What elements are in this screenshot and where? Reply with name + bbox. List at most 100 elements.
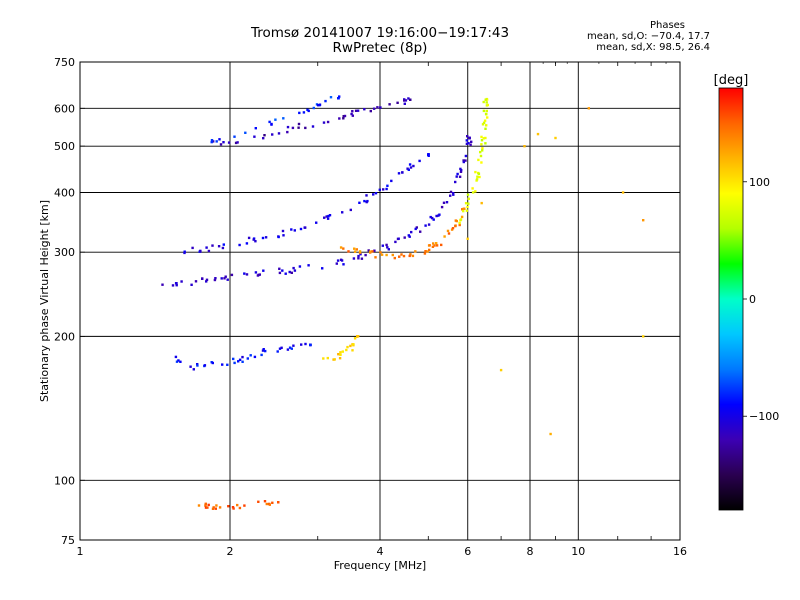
data-point xyxy=(277,501,280,504)
data-point xyxy=(161,283,164,286)
data-point xyxy=(454,219,457,222)
data-point xyxy=(309,343,312,347)
data-point xyxy=(379,251,382,254)
data-point xyxy=(260,353,263,357)
data-point xyxy=(261,349,265,352)
data-point xyxy=(407,234,410,237)
data-point xyxy=(233,361,236,365)
data-point xyxy=(401,171,404,174)
data-point xyxy=(385,187,388,191)
data-point xyxy=(475,178,479,181)
data-point xyxy=(447,232,451,235)
x-tick-label: 2 xyxy=(227,545,234,558)
data-point xyxy=(394,240,397,244)
data-point xyxy=(241,355,244,359)
data-point xyxy=(385,253,388,257)
data-point xyxy=(462,207,466,210)
data-point xyxy=(372,193,375,196)
data-point xyxy=(363,199,366,203)
data-point xyxy=(290,271,293,274)
data-point xyxy=(276,350,279,353)
data-point xyxy=(465,209,469,212)
data-point xyxy=(180,280,183,283)
data-point xyxy=(397,237,400,240)
data-point xyxy=(462,209,465,213)
data-point xyxy=(482,121,486,124)
data-point xyxy=(220,277,223,280)
data-point xyxy=(254,240,257,243)
data-point xyxy=(298,111,301,115)
data-point xyxy=(215,504,218,507)
data-point xyxy=(292,266,295,270)
data-point xyxy=(204,506,208,509)
data-point xyxy=(231,506,235,509)
data-point xyxy=(424,250,427,253)
data-point xyxy=(254,271,258,274)
trace-group xyxy=(174,342,312,371)
data-point xyxy=(315,221,318,224)
data-point xyxy=(351,110,354,113)
data-point xyxy=(363,108,366,111)
data-point xyxy=(222,243,225,246)
data-point xyxy=(347,250,350,253)
data-point xyxy=(466,237,469,240)
trace-group xyxy=(322,335,360,361)
data-point xyxy=(213,278,217,282)
data-point xyxy=(263,134,266,137)
data-point xyxy=(354,109,358,112)
x-tick-label: 8 xyxy=(527,545,534,558)
data-point xyxy=(406,167,409,170)
data-point xyxy=(175,284,178,287)
data-point xyxy=(333,358,336,361)
data-point xyxy=(426,250,429,253)
data-point xyxy=(253,135,256,138)
data-point xyxy=(291,126,295,130)
data-point xyxy=(396,101,399,104)
data-point xyxy=(300,343,303,346)
data-point xyxy=(175,282,178,285)
data-point xyxy=(449,190,453,194)
data-point xyxy=(462,160,465,164)
data-point xyxy=(462,159,465,162)
data-point xyxy=(621,191,625,194)
data-point xyxy=(455,175,458,178)
trace-group xyxy=(339,207,466,260)
data-point xyxy=(365,194,368,197)
y-tick-label: 100 xyxy=(54,474,75,487)
data-point xyxy=(454,224,457,228)
data-point xyxy=(223,277,226,280)
data-point xyxy=(175,360,179,363)
data-point xyxy=(262,348,265,351)
data-point xyxy=(408,163,412,166)
data-point xyxy=(465,142,469,145)
trace-group xyxy=(458,97,489,225)
trace-group xyxy=(466,107,645,436)
data-point xyxy=(264,349,267,353)
data-point xyxy=(325,215,328,218)
data-point xyxy=(340,259,344,262)
data-point xyxy=(440,243,443,247)
trace-group xyxy=(161,135,473,287)
trace-group xyxy=(212,97,412,146)
data-point xyxy=(211,244,214,247)
data-point xyxy=(419,230,422,233)
data-point xyxy=(258,273,261,276)
data-point xyxy=(329,96,333,99)
data-point xyxy=(290,347,293,350)
data-point xyxy=(306,108,309,111)
data-point xyxy=(304,342,307,346)
data-point xyxy=(335,262,338,265)
data-point xyxy=(236,141,239,144)
data-point xyxy=(408,254,411,258)
data-point xyxy=(431,245,435,248)
data-point xyxy=(196,363,199,366)
data-point xyxy=(429,215,432,219)
data-point xyxy=(234,141,238,145)
data-point xyxy=(297,122,301,126)
data-point xyxy=(214,507,217,510)
y-axis-title: Stationary phase Virtual Height [km] xyxy=(38,200,51,402)
data-point xyxy=(469,143,472,146)
y-tick-label: 400 xyxy=(54,186,75,199)
data-point xyxy=(253,355,257,359)
data-point xyxy=(230,273,234,277)
